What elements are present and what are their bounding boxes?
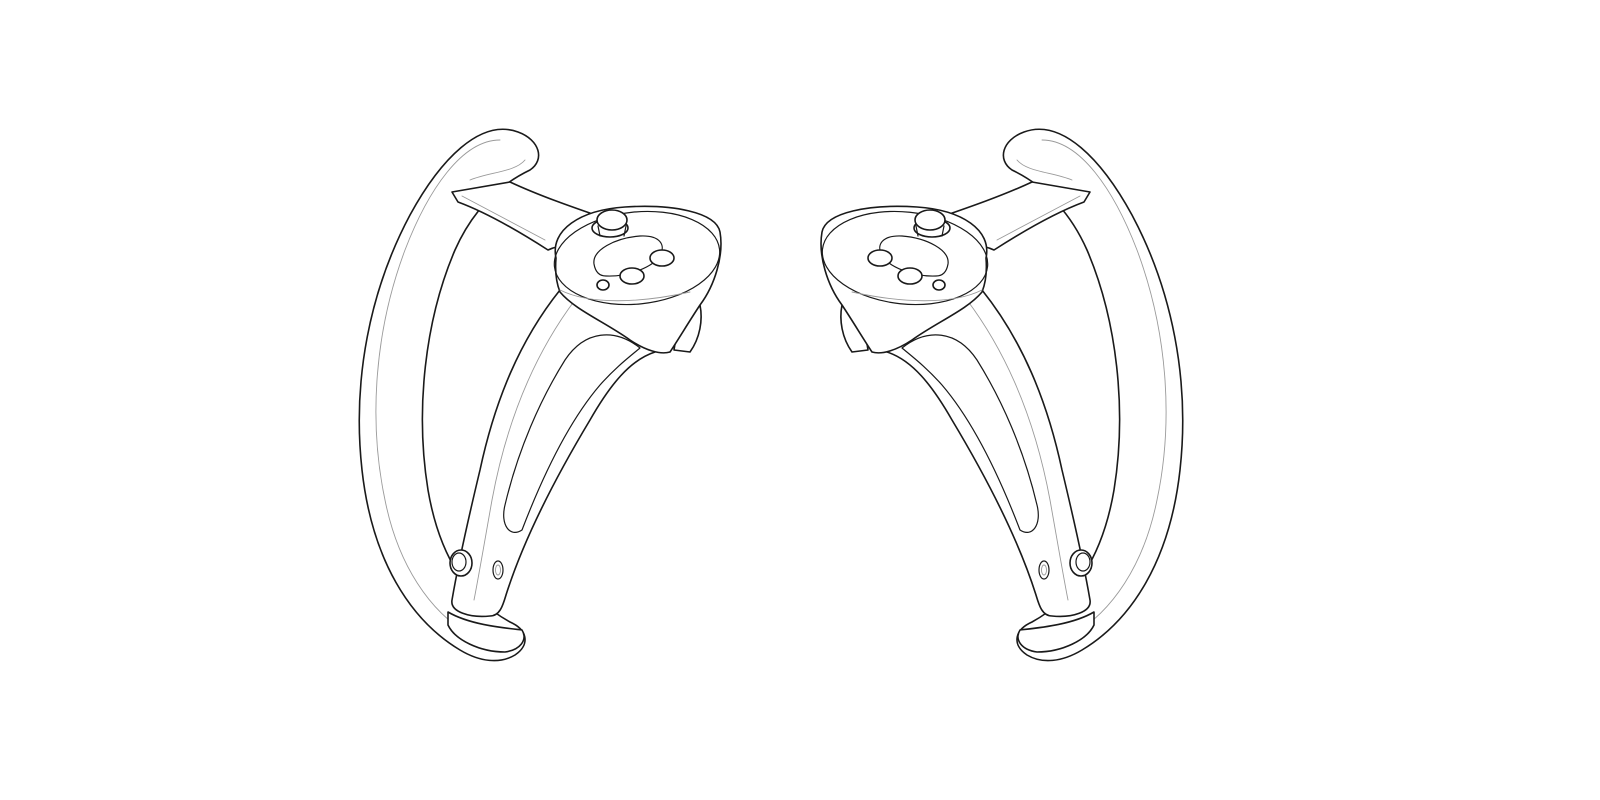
left-controller [358,128,726,662]
right-controller [816,128,1184,662]
